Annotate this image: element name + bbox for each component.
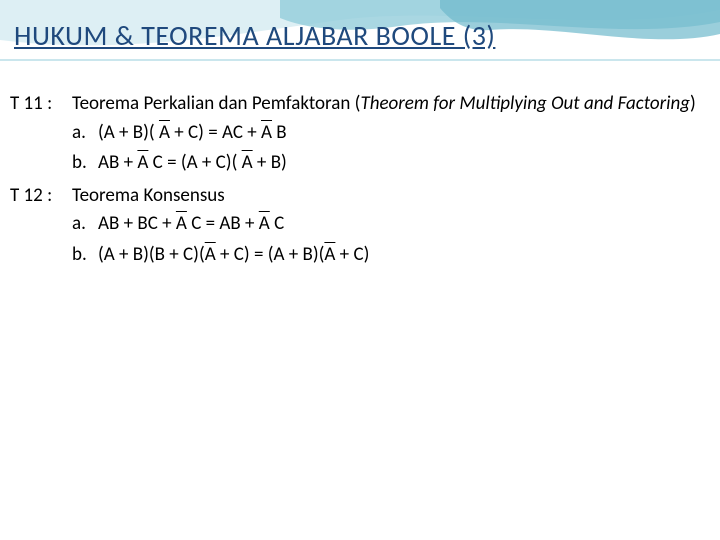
theorem-label: T 11 : [10,90,72,119]
theorem-body: Teorema Perkalian dan Pemfaktoran (Theor… [72,90,710,180]
item-equation: AB + BC + A C = AB + A C [98,210,284,239]
eq-text: C = AB + [187,212,259,235]
eq-text: (A + B)( [98,121,159,144]
item-label: a. [72,119,98,148]
theorem-name: Teorema Konsensus [72,182,710,211]
eq-text: C [270,212,284,235]
item-label: a. [72,210,98,239]
eq-text: + C) = AC + [170,121,261,144]
overline-var: A [205,243,216,266]
theorem-item: a.AB + BC + A C = AB + A C [72,210,710,239]
eq-text: AB + BC + [98,212,176,235]
eq-text: B [272,121,287,144]
theorem-name-italic: Theorem for Multiplying Out and Factorin… [360,92,690,115]
item-equation: AB + A C = (A + C)( A + B) [98,149,287,178]
eq-text: C = (A + C)( [148,151,241,174]
theorem-name-close: ) [690,92,696,115]
theorem-name-plain: Teorema Perkalian dan Pemfaktoran ( [72,92,360,115]
theorem-name-plain: Teorema Konsensus [72,184,225,207]
item-label: b. [72,149,98,178]
item-label: b. [72,241,98,270]
theorem-body: Teorema Konsensus a.AB + BC + A C = AB + … [72,182,710,272]
slide-title: HUKUM & TEOREMA ALJABAR BOOLE (3) [14,18,495,53]
theorem-name: Teorema Perkalian dan Pemfaktoran (Theor… [72,90,710,119]
overline-var: A [159,121,170,144]
slide-content: T 11 :Teorema Perkalian dan Pemfaktoran … [10,90,710,273]
eq-text: + B) [253,151,287,174]
eq-text: (A + B)(B + C)( [98,243,205,266]
overline-var: A [137,151,148,174]
theorem-item: a.(A + B)( A + C) = AC + A B [72,119,710,148]
eq-text: + C) [335,243,369,266]
eq-text: + C) = (A + B)( [216,243,325,266]
item-equation: (A + B)(B + C)(A + C) = (A + B)(A + C) [98,241,369,270]
theorem-item: b.(A + B)(B + C)(A + C) = (A + B)(A + C) [72,241,710,270]
theorem-row: T 12 :Teorema Konsensus a.AB + BC + A C =… [10,182,710,272]
overline-var: A [324,243,335,266]
overline-var: A [261,121,272,144]
overline-var: A [176,212,187,235]
eq-text: AB + [98,151,137,174]
theorem-item: b.AB + A C = (A + C)( A + B) [72,149,710,178]
slide: HUKUM & TEOREMA ALJABAR BOOLE (3) T 11 :… [0,0,720,540]
theorem-row: T 11 :Teorema Perkalian dan Pemfaktoran … [10,90,710,180]
overline-var: A [259,212,270,235]
item-equation: (A + B)( A + C) = AC + A B [98,119,287,148]
theorem-label: T 12 : [10,182,72,211]
overline-var: A [242,151,253,174]
